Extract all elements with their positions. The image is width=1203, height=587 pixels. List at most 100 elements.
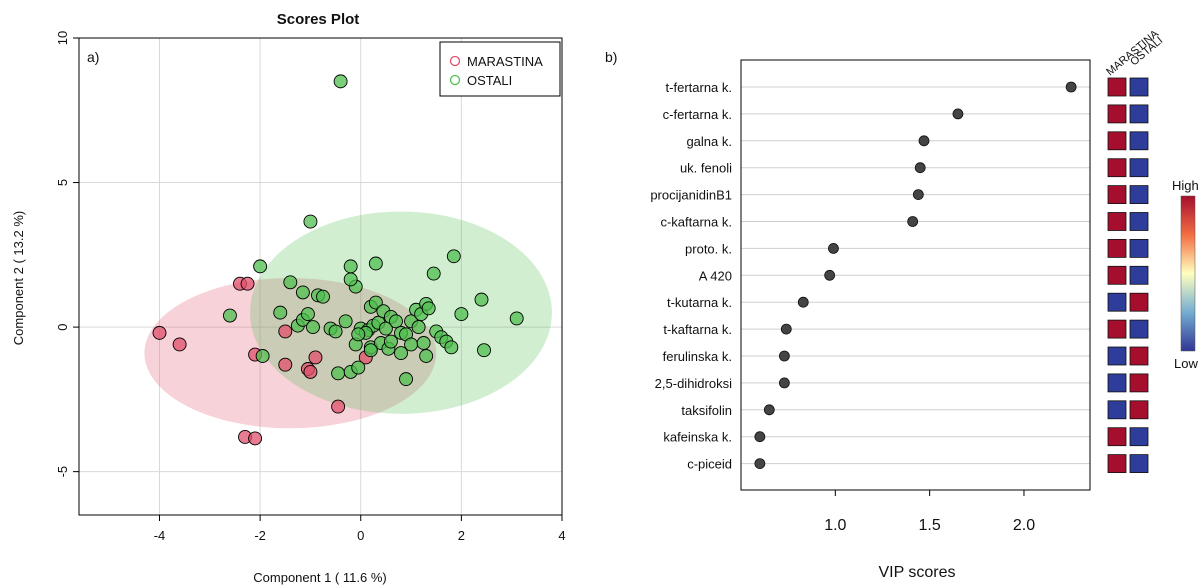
heatmap-cell-marastina: [1108, 293, 1126, 311]
point-ostali: [369, 257, 382, 270]
vip-dot: [755, 432, 765, 442]
vip-x-tick-label: 1.0: [824, 517, 846, 534]
scores-plot-panel: Scores Plot -4 -2 0 2 4 -5 0 5 10 a) Component 1…: [11, 11, 566, 585]
vip-dot: [755, 459, 765, 469]
vip-variable-label: t-fertarna k.: [666, 80, 732, 95]
y-tick-label: 5: [55, 179, 70, 186]
heatmap-cell-ostali: [1130, 105, 1148, 123]
point-ostali: [422, 302, 435, 315]
vip-scores-panel: b) t-fertarna k. c-fertarna k. galna k. uk.…: [605, 27, 1199, 581]
x-tick-label: 2: [458, 528, 465, 543]
heatmap-cell-ostali: [1130, 455, 1148, 473]
scores-plot-xlabel: Component 1 ( 11.6 %): [253, 570, 386, 585]
x-tick-label: 4: [558, 528, 565, 543]
heatmap-cell-marastina: [1108, 320, 1126, 338]
point-ostali: [256, 350, 269, 363]
vip-variable-label: c-fertarna k.: [663, 107, 732, 122]
vip-x-tick-label: 1.5: [919, 517, 941, 534]
point-ostali: [447, 250, 460, 263]
point-marastina: [332, 400, 345, 413]
point-marastina: [279, 325, 292, 338]
x-tick-label: -4: [154, 528, 166, 543]
vip-variable-label: taksifolin: [681, 403, 732, 418]
point-ostali: [274, 306, 287, 319]
point-ostali: [395, 347, 408, 360]
heatmap-cell-marastina: [1108, 266, 1126, 284]
colorbar-low-label: Low: [1174, 356, 1198, 371]
vip-variable-label: uk. fenoli: [680, 161, 732, 176]
point-ostali: [352, 328, 365, 341]
vip-dot: [798, 297, 808, 307]
colorbar-gradient: [1181, 196, 1195, 351]
vip-xlabel: VIP scores: [878, 564, 955, 581]
point-ostali: [332, 367, 345, 380]
point-ostali: [254, 260, 267, 273]
vip-heatmap: [1108, 78, 1148, 473]
point-ostali: [364, 344, 377, 357]
point-marastina: [279, 358, 292, 371]
legend-label-marastina: MARASTINA: [467, 54, 543, 69]
heatmap-cell-ostali: [1130, 132, 1148, 150]
heatmap-cell-marastina: [1108, 78, 1126, 96]
vip-dot: [779, 351, 789, 361]
vip-dot: [781, 324, 791, 334]
point-marastina: [304, 365, 317, 378]
vip-variable-label: galna k.: [686, 134, 732, 149]
vip-variable-label: 2,5-dihidroksi: [655, 376, 732, 391]
heatmap-cell-marastina: [1108, 428, 1126, 446]
vip-dot: [828, 243, 838, 253]
vip-dot: [779, 378, 789, 388]
point-ostali: [296, 286, 309, 299]
vip-variable-label: proto. k.: [685, 241, 732, 256]
point-ostali: [445, 341, 458, 354]
point-marastina: [309, 351, 322, 364]
colorbar: High Low: [1172, 178, 1199, 371]
vip-gridlines: [741, 87, 1090, 464]
vip-variable-labels: t-fertarna k. c-fertarna k. galna k. uk. fe…: [650, 80, 732, 472]
scores-plot-title: Scores Plot: [277, 11, 360, 28]
vip-variable-label: c-kaftarna k.: [660, 215, 732, 230]
heatmap-cell-ostali: [1130, 159, 1148, 177]
y-tick-label: -5: [55, 466, 70, 478]
vip-variable-label: A 420: [699, 268, 732, 283]
point-ostali: [344, 273, 357, 286]
heatmap-cell-marastina: [1108, 401, 1126, 419]
vip-variable-label: t-kutarna k.: [667, 295, 732, 310]
heatmap-cell-marastina: [1108, 186, 1126, 204]
heatmap-cell-ostali: [1130, 186, 1148, 204]
heatmap-cell-ostali: [1130, 213, 1148, 231]
heatmap-cell-marastina: [1108, 105, 1126, 123]
point-ostali: [475, 293, 488, 306]
point-ostali: [284, 276, 297, 289]
point-ostali: [412, 321, 425, 334]
vip-dot: [1066, 82, 1076, 92]
heatmap-cell-marastina: [1108, 213, 1126, 231]
heatmap-cell-ostali: [1130, 428, 1148, 446]
point-ostali: [352, 361, 365, 374]
vip-x-ticks: 1.0 1.5 2.0: [824, 490, 1035, 534]
scores-plot-panel-label: a): [87, 49, 99, 65]
vip-dot: [953, 109, 963, 119]
vip-dot: [915, 163, 925, 173]
point-ostali: [420, 350, 433, 363]
point-ostali: [400, 373, 413, 386]
x-tick-label: 0: [357, 528, 364, 543]
point-marastina: [153, 326, 166, 339]
y-tick-label: 10: [55, 31, 70, 45]
point-ostali: [478, 344, 491, 357]
x-tick-label: -2: [254, 528, 266, 543]
point-marastina: [249, 432, 262, 445]
heatmap-cell-marastina: [1108, 239, 1126, 257]
heatmap-cell-marastina: [1108, 347, 1126, 365]
heatmap-cell-ostali: [1130, 78, 1148, 96]
heatmap-cell-marastina: [1108, 455, 1126, 473]
vip-variable-label: ferulinska k.: [663, 349, 732, 364]
point-ostali: [510, 312, 523, 325]
point-ostali: [306, 321, 319, 334]
point-ostali: [223, 309, 236, 322]
heatmap-cell-ostali: [1130, 320, 1148, 338]
point-ostali: [317, 290, 330, 303]
vip-dot: [764, 405, 774, 415]
vip-panel-label: b): [605, 49, 617, 65]
heatmap-cell-marastina: [1108, 374, 1126, 392]
